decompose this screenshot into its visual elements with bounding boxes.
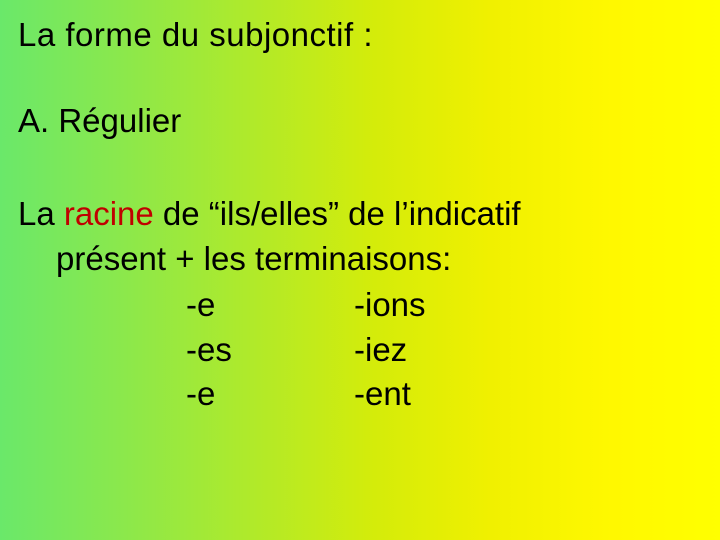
ending-right-0: -ions bbox=[354, 283, 426, 328]
racine-word: racine bbox=[64, 195, 154, 232]
rule-after-racine: de “ils/elles” de l’indicatif bbox=[154, 195, 521, 232]
endings-col-left: -e -es -e bbox=[186, 283, 354, 417]
ending-left-1: -es bbox=[186, 328, 354, 373]
rule-prefix: La bbox=[18, 195, 64, 232]
rule-description: La racine de “ils/elles” de l’indicatif … bbox=[18, 192, 702, 281]
rule-line-2: présent + les terminaisons: bbox=[18, 237, 702, 282]
ending-left-2: -e bbox=[186, 372, 354, 417]
ending-right-1: -iez bbox=[354, 328, 426, 373]
section-heading: A. Régulier bbox=[18, 102, 702, 140]
ending-left-0: -e bbox=[186, 283, 354, 328]
endings-col-right: -ions -iez -ent bbox=[354, 283, 426, 417]
endings-table: -e -es -e -ions -iez -ent bbox=[18, 283, 702, 417]
page-title: La forme du subjonctif : bbox=[18, 16, 702, 54]
ending-right-2: -ent bbox=[354, 372, 426, 417]
rule-line-1: La racine de “ils/elles” de l’indicatif bbox=[18, 192, 702, 237]
